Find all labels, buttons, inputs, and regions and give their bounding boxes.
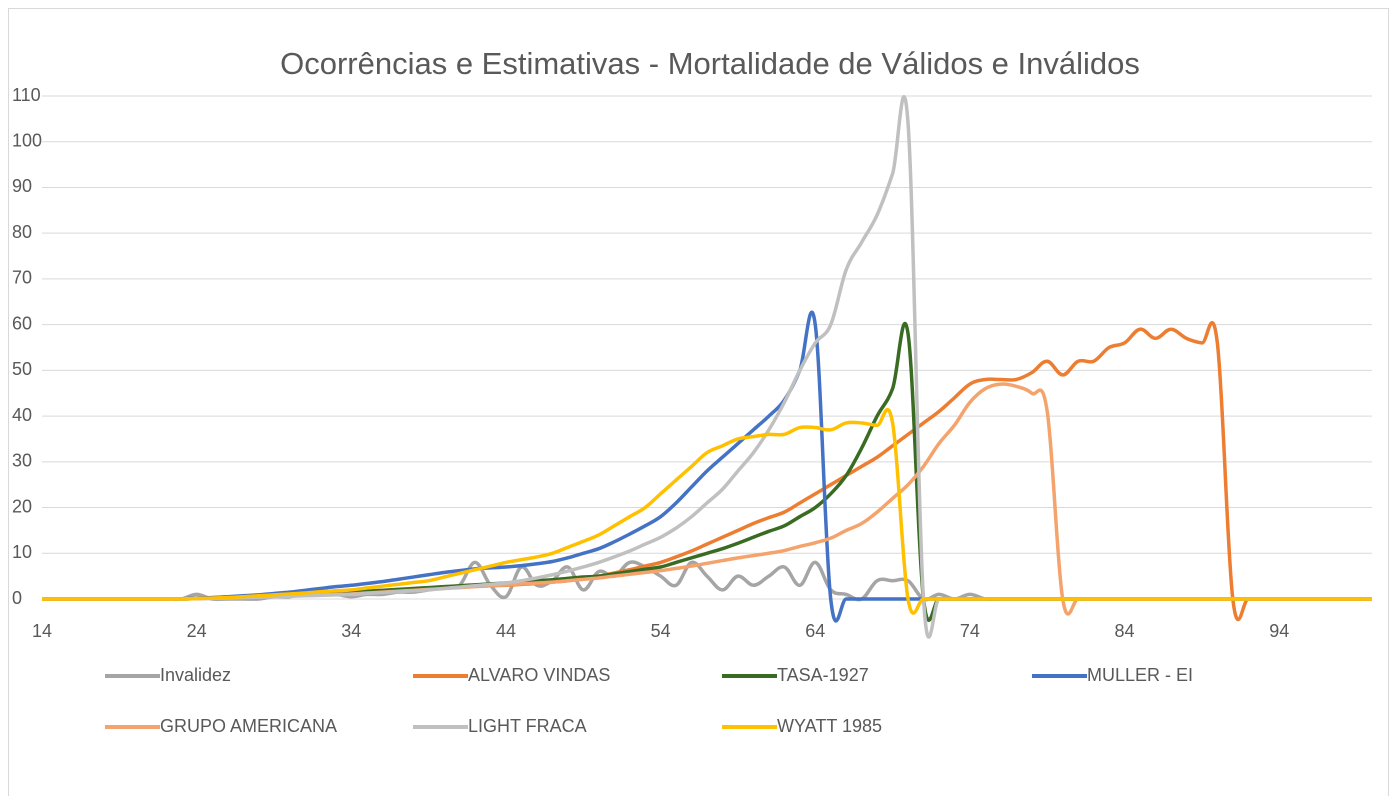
legend-label: LIGHT FRACA [468, 716, 587, 736]
y-tick-label: 30 [12, 451, 32, 471]
x-tick-label: 14 [32, 621, 52, 641]
x-tick-label: 54 [651, 621, 671, 641]
legend-label: MULLER - EI [1087, 665, 1193, 685]
chart-border [8, 8, 1389, 801]
y-tick-label: 60 [12, 313, 32, 333]
series-line [42, 407, 1372, 615]
y-tick-label: 40 [12, 405, 32, 425]
legend-label: GRUPO AMERICANA [160, 716, 337, 736]
y-tick-label: 20 [12, 496, 32, 516]
y-tick-label: 80 [12, 222, 32, 242]
legend-label: WYATT 1985 [777, 716, 882, 736]
y-tick-label: 10 [12, 542, 32, 562]
x-tick-label: 64 [805, 621, 825, 641]
legend-label: TASA-1927 [777, 665, 869, 685]
legend-label: Invalidez [160, 665, 231, 685]
legend-label: ALVARO VINDAS [468, 665, 610, 685]
x-tick-label: 24 [187, 621, 207, 641]
y-tick-label: 100 [12, 130, 42, 150]
y-tick-label: 50 [12, 359, 32, 379]
y-tick-label: 90 [12, 176, 32, 196]
x-tick-label: 94 [1269, 621, 1289, 641]
x-tick-label: 84 [1115, 621, 1135, 641]
y-tick-label: 70 [12, 268, 32, 288]
x-tick-label: 74 [960, 621, 980, 641]
x-tick-label: 34 [341, 621, 361, 641]
x-tick-label: 44 [496, 621, 516, 641]
y-tick-label: 0 [12, 588, 22, 608]
y-tick-label: 110 [12, 85, 41, 105]
chart-title: Ocorrências e Estimativas - Mortalidade … [280, 46, 1140, 81]
